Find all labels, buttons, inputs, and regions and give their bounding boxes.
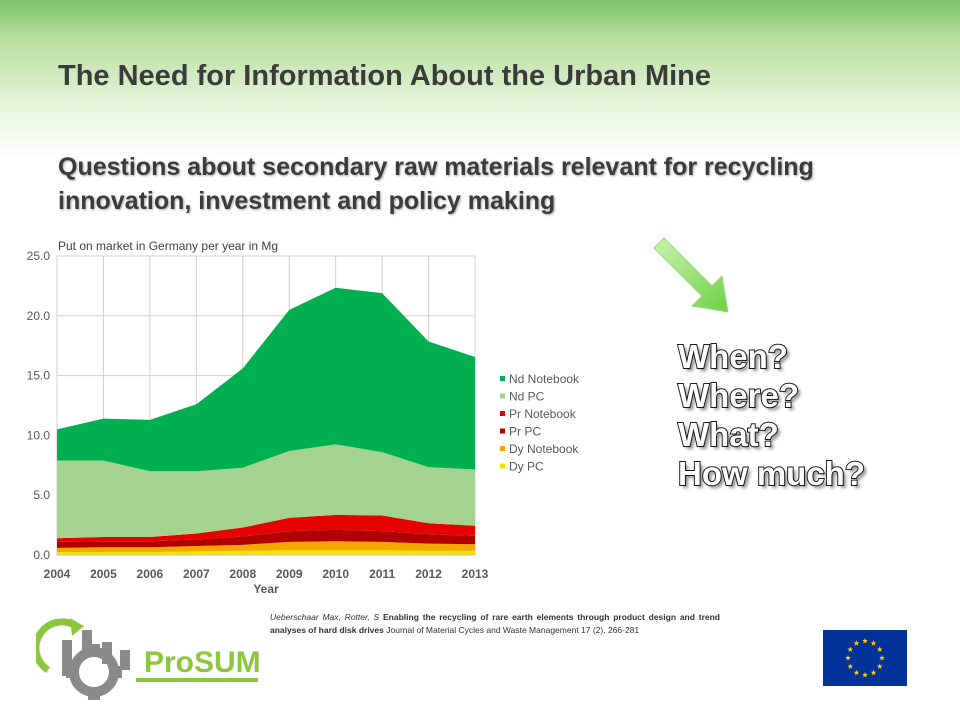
arrow-down-right-icon — [648, 232, 738, 327]
legend-swatch — [500, 446, 505, 451]
eu-star-icon — [876, 646, 883, 652]
x-tick-label: 2009 — [276, 567, 303, 581]
legend-label: Pr PC — [509, 425, 541, 439]
prosum-logo: ProSUM — [32, 612, 266, 712]
eu-star-icon — [862, 672, 868, 678]
stacked-area-chart: 0.0 5.0 10.0 15.0 20.0 25.0 2004 2005 2006 2007 20… — [27, 239, 580, 595]
eu-star-icon — [845, 655, 851, 661]
area-nd-pc — [57, 444, 475, 539]
question-what: What? — [677, 415, 780, 454]
eu-flag — [823, 630, 907, 691]
eu-star-icon — [870, 640, 877, 646]
y-tick-label: 25.0 — [27, 249, 51, 263]
y-tick-label: 5.0 — [33, 488, 50, 502]
citation-authors: Ueberschaar Max, Rotter, S — [270, 612, 380, 622]
eu-star-icon — [876, 663, 883, 669]
eu-star-icon — [879, 655, 885, 661]
questions-list: When? Where? What? How much? — [677, 337, 866, 493]
slide-title: The Need for Information About the Urban… — [58, 60, 712, 92]
eu-star-icon — [870, 669, 877, 676]
question-when: When? — [677, 337, 789, 376]
x-tick-label: 2012 — [415, 567, 442, 581]
eu-star-icon — [862, 638, 868, 644]
y-tick-label: 20.0 — [27, 309, 51, 323]
legend-swatch — [500, 428, 505, 434]
legend-label: Nd PC — [509, 390, 545, 404]
x-tick-label: 2007 — [183, 567, 210, 581]
eu-star-icon — [847, 646, 854, 652]
legend-swatch — [500, 463, 505, 469]
citation-title: Enabling the recycling of rare earth ele… — [270, 612, 720, 635]
x-tick-label: 2013 — [462, 567, 489, 581]
slide-subtitle: Questions about secondary raw materials … — [58, 153, 814, 215]
x-axis-label: Year — [253, 582, 279, 595]
area-dy-pc — [57, 550, 475, 555]
eu-star-icon — [847, 663, 854, 669]
question-where: Where? — [677, 376, 800, 415]
x-tick-label: 2006 — [137, 567, 164, 581]
y-tick-label: 0.0 — [33, 548, 50, 562]
eu-star-icon — [853, 669, 860, 676]
legend-swatch — [500, 376, 505, 381]
legend-swatch — [500, 393, 505, 399]
legend-label: Dy PC — [509, 460, 544, 474]
x-tick-label: 2005 — [90, 567, 117, 581]
x-tick-label: 2011 — [369, 567, 395, 581]
x-tick-label: 2008 — [229, 567, 256, 581]
y-tick-label: 15.0 — [27, 369, 51, 383]
citation: Ueberschaar Max, Rotter, S Enabling the … — [270, 611, 720, 637]
x-tick-label: 2004 — [44, 567, 71, 581]
legend-swatch — [500, 411, 505, 416]
prosum-wordmark: ProSUM — [144, 646, 261, 679]
area-pr-pc — [57, 529, 475, 548]
y-tick-label: 10.0 — [27, 428, 51, 442]
question-how-much: How much? — [677, 454, 866, 493]
area-pr-notebook — [57, 514, 475, 542]
x-tick-label: 2010 — [322, 567, 349, 581]
eu-star-icon — [853, 640, 860, 646]
area-nd-notebook — [57, 287, 475, 472]
legend-label: Dy Notebook — [509, 442, 579, 456]
legend-label: Nd Notebook — [509, 372, 580, 386]
legend-label: Pr Notebook — [509, 407, 577, 421]
citation-journal: Journal of Material Cycles and Waste Man… — [386, 625, 640, 635]
area-dy-notebook — [57, 541, 475, 553]
chart-title: Put on market in Germany per year in Mg — [58, 239, 278, 253]
gear-icon — [66, 644, 122, 700]
